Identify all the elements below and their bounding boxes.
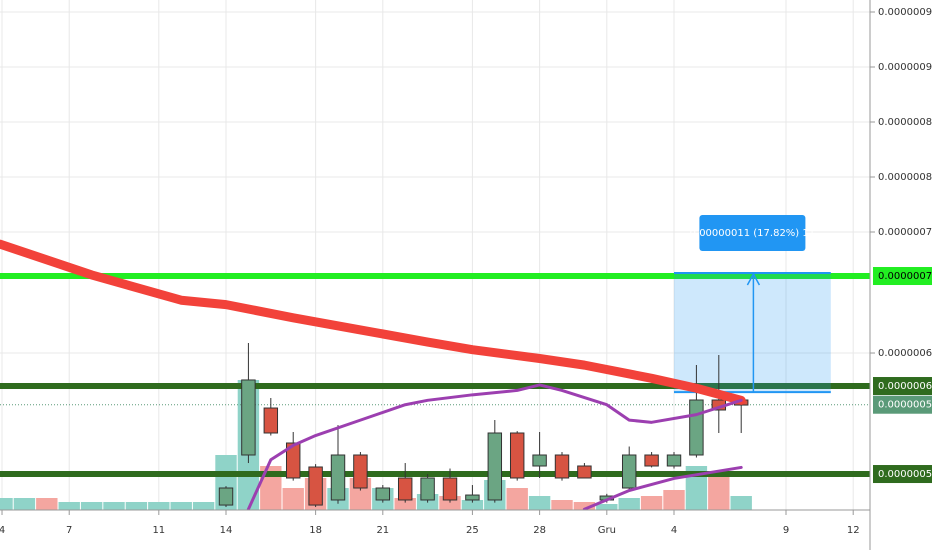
volume-bar <box>618 498 640 510</box>
x-tick-label: 7 <box>66 525 72 536</box>
volume-bar <box>58 502 80 510</box>
volume-bar <box>394 498 416 510</box>
volume-bar <box>192 502 215 510</box>
candle-body <box>241 379 256 456</box>
x-tick-label: 9 <box>783 525 789 536</box>
x-tick-label: 21 <box>376 525 389 536</box>
x-tick-label: 28 <box>533 525 546 536</box>
x-tick-label: 12 <box>847 525 860 536</box>
candle-body <box>644 454 659 467</box>
candle-body <box>442 477 458 501</box>
measure-arrowhead <box>746 272 761 286</box>
candle-body <box>308 466 323 506</box>
candle-body <box>285 442 301 479</box>
candle-body <box>218 487 234 506</box>
volume-bar <box>148 502 170 510</box>
x-tick-label: 11 <box>152 525 165 536</box>
ma-line <box>0 239 746 405</box>
measure-label: 0.00000011 (17.82%) 11 <box>690 228 815 239</box>
candle-body <box>689 399 704 456</box>
candle-body <box>532 454 547 467</box>
candle-body <box>375 487 391 501</box>
candle-body <box>420 477 435 501</box>
measure-label-box <box>699 215 806 252</box>
x-tick-label: 4 <box>671 525 677 536</box>
x-tick-label: 4 <box>0 525 5 536</box>
x-tick-label: Gru <box>598 525 616 536</box>
volume-bar <box>730 496 752 510</box>
ma-line <box>246 383 743 510</box>
volume-bar <box>551 500 573 510</box>
price-label: 0.00000071 <box>878 271 932 282</box>
volume-bar <box>13 498 36 510</box>
volume-bar <box>506 488 528 510</box>
plot-area <box>0 0 870 510</box>
x-tick-label: 25 <box>466 525 479 536</box>
volume-bar <box>663 490 685 510</box>
candle-body <box>397 477 413 501</box>
volume-bar <box>282 488 304 510</box>
candle-body <box>554 454 570 479</box>
candle-body <box>509 432 525 479</box>
volume-bar <box>708 476 730 510</box>
candle-body <box>263 407 279 434</box>
candle-body <box>330 454 346 501</box>
candle-body <box>621 454 637 489</box>
volume-bar <box>125 502 148 510</box>
volume-bar <box>36 498 58 510</box>
price-label: 0.00000061 <box>878 381 932 392</box>
x-tick-label: 14 <box>220 525 233 536</box>
price-label-box <box>873 267 932 286</box>
x-tick-label: 18 <box>309 525 322 536</box>
candle-body <box>487 432 503 501</box>
volume-bar <box>170 502 192 510</box>
volume-bar <box>528 496 551 510</box>
price-label-box <box>873 465 932 484</box>
candle-body <box>577 465 592 479</box>
price-label-box <box>873 395 932 414</box>
y-tick-label: 0.00000075 <box>878 227 932 238</box>
volume-bar <box>596 504 618 510</box>
volume-bar <box>461 500 484 510</box>
price-label: 0.00000059 <box>878 400 932 411</box>
y-tick-label: 0.00000085 <box>878 117 932 128</box>
measure-box <box>674 273 831 393</box>
candle-body <box>353 454 368 489</box>
price-label-box <box>873 377 932 396</box>
volume-bar <box>80 502 103 510</box>
volume-bar <box>0 498 13 510</box>
volume-bar <box>103 502 125 510</box>
price-label: 0.00000053 <box>878 469 932 480</box>
volume-bar <box>573 502 596 510</box>
y-tick-label: 0.00000095 <box>878 7 932 18</box>
candle-body <box>465 494 480 501</box>
candle-body <box>666 454 682 467</box>
volume-bar <box>640 496 663 510</box>
ma-line <box>582 465 743 510</box>
